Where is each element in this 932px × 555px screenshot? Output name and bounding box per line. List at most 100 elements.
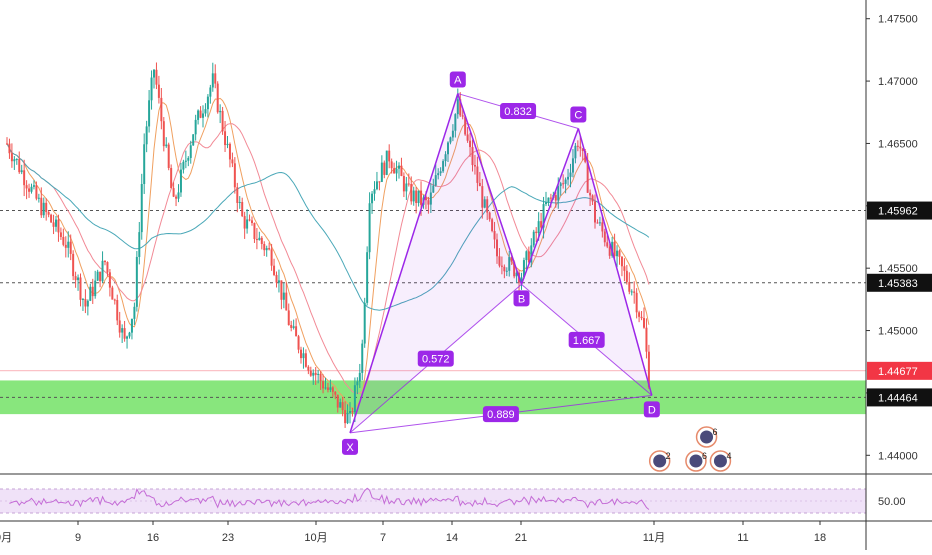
candle-body — [427, 200, 430, 205]
candle-body — [77, 277, 80, 281]
candle-body — [258, 237, 261, 241]
candle-body — [581, 148, 584, 151]
candle-body — [231, 159, 234, 164]
candle-body — [466, 134, 469, 141]
time-tick-label-partial: 9月 — [0, 532, 12, 544]
candle-body — [251, 220, 253, 224]
ratio-label-XD[interactable]: 0.889 — [487, 409, 515, 421]
candle-body — [402, 176, 405, 192]
candle-body — [277, 280, 280, 283]
current-price-tag — [867, 361, 932, 380]
horizontal-levels-layer — [0, 210, 866, 398]
point-marker-bg — [643, 401, 660, 418]
candle-body — [160, 97, 163, 122]
candle-body — [576, 145, 579, 147]
candle-body — [618, 250, 621, 257]
candle-body — [491, 219, 494, 232]
candle-body — [525, 251, 528, 261]
candle-body — [346, 412, 349, 424]
point-label-X[interactable]: X — [346, 442, 354, 454]
candle-body — [28, 188, 31, 192]
candle-body — [52, 222, 55, 227]
candle-body — [459, 99, 462, 116]
candle-body — [625, 270, 628, 283]
candle-body — [45, 202, 48, 213]
event-count: 2 — [666, 451, 671, 461]
time-tick-label: 11 — [737, 532, 748, 544]
candle-body — [353, 385, 356, 413]
pattern-leg-AB[interactable] — [457, 93, 523, 285]
candle-body — [417, 190, 420, 204]
ratio-label-XB[interactable]: 0.572 — [422, 354, 450, 366]
candle-body — [322, 381, 325, 389]
ma-mid-line — [6, 123, 650, 394]
candle-body — [197, 110, 200, 120]
candle-body — [331, 387, 334, 392]
candle-body — [589, 192, 592, 196]
candle-body — [13, 159, 16, 162]
candle-body — [236, 187, 239, 203]
candle-body — [557, 186, 560, 201]
candle-body — [253, 223, 256, 239]
current-price-label: 1.44677 — [878, 366, 918, 378]
candle-body — [101, 260, 104, 282]
candle-body — [295, 326, 298, 337]
candle-body — [623, 266, 626, 271]
candle-body — [454, 114, 457, 131]
candle-body — [522, 260, 525, 278]
candle-body — [91, 286, 94, 297]
point-marker-bg — [342, 438, 358, 455]
pattern-leg-BC[interactable] — [520, 128, 580, 285]
ratio-label-AC[interactable]: 0.832 — [504, 106, 532, 118]
ratio-label-BD[interactable]: 1.667 — [573, 335, 601, 347]
candle-body — [388, 150, 391, 162]
candle-body — [596, 222, 599, 224]
level-price-label: 1.45962 — [878, 206, 918, 218]
point-label-D[interactable]: D — [648, 404, 656, 416]
point-label-B[interactable]: B — [518, 293, 525, 305]
candle-body — [280, 280, 283, 300]
point-label-C[interactable]: C — [574, 109, 582, 121]
candle-body — [647, 351, 650, 388]
candle-body — [510, 257, 513, 262]
candle-body — [216, 83, 219, 113]
candle-body — [6, 143, 8, 145]
candle-body — [69, 241, 72, 254]
candle-body — [643, 318, 645, 328]
candle-body — [79, 277, 82, 300]
candle-body — [503, 266, 506, 272]
pattern-leg-CD[interactable] — [577, 128, 653, 396]
point-label-A[interactable]: A — [454, 75, 462, 87]
candle-body — [32, 185, 35, 187]
candle-body — [170, 167, 173, 189]
time-tick-label: 7 — [380, 532, 386, 544]
candle-body — [439, 171, 442, 174]
harmonic-pattern-layer[interactable]: 0.832 0.572 1.667 0.889 X A B C D — [342, 71, 660, 455]
candle-body — [496, 239, 498, 257]
candle-body — [527, 251, 530, 263]
candle-body — [530, 245, 533, 263]
price-tick-label: 1.47000 — [878, 76, 918, 88]
candle-body — [579, 146, 582, 149]
candle-body — [121, 328, 124, 333]
candle-body — [630, 291, 633, 293]
candle-body — [118, 320, 121, 333]
candle-body — [483, 199, 486, 208]
candle-body — [265, 248, 268, 251]
candle-body — [598, 222, 601, 224]
candle-body — [520, 277, 523, 283]
pattern-leg-XA[interactable] — [349, 93, 459, 434]
candle-body — [246, 219, 249, 229]
candle-body — [145, 126, 148, 145]
candle-body — [434, 175, 437, 186]
candle-body — [42, 202, 45, 216]
candle-body — [81, 298, 84, 300]
candle-body — [505, 270, 508, 272]
candle-body — [608, 246, 611, 256]
candle-body — [569, 172, 572, 177]
candle-body — [476, 166, 479, 183]
candle-body — [351, 411, 354, 413]
events-layer[interactable]: 2 6 6 4 — [648, 426, 732, 472]
